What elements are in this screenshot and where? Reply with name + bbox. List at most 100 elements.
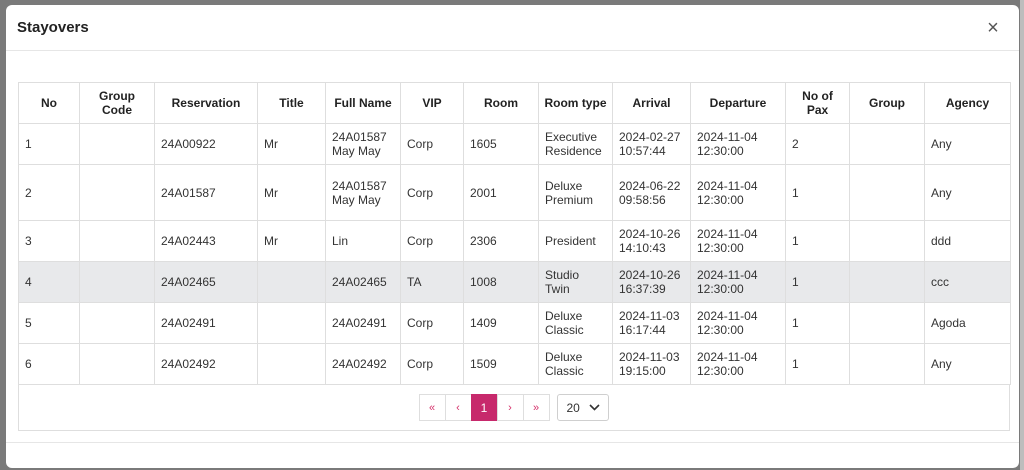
- table-cell: 5: [18, 302, 80, 344]
- table-cell: 2024-11-04 12:30:00: [690, 123, 786, 165]
- table-cell: 1: [785, 343, 850, 385]
- table-header: No Group Code Reservation Title Full Name VIP…: [18, 82, 1011, 124]
- table-cell: 24A01587 May May: [325, 123, 401, 165]
- table-cell: Any: [924, 164, 1011, 221]
- table-cell: 2024-10-26 14:10:43: [612, 220, 691, 262]
- next-page-button[interactable]: ›: [496, 394, 524, 421]
- table-cell: 2024-11-04 12:30:00: [690, 261, 786, 303]
- table-cell: 2024-11-03 16:17:44: [612, 302, 691, 344]
- table-cell: Lin: [325, 220, 401, 262]
- page-1-button[interactable]: 1: [470, 394, 498, 421]
- table-cell: 2024-11-04 12:30:00: [690, 220, 786, 262]
- table-cell: President: [538, 220, 613, 262]
- table-cell: 1: [785, 164, 850, 221]
- table-cell: 2306: [463, 220, 539, 262]
- table-cell: 1008: [463, 261, 539, 303]
- column-header: Group: [849, 82, 925, 124]
- close-icon[interactable]: ×: [987, 16, 999, 39]
- table-cell: 3: [18, 220, 80, 262]
- background-scrollbar: [1020, 0, 1024, 470]
- chevron-down-icon: [588, 404, 600, 411]
- table-cell: 1: [785, 220, 850, 262]
- table-cell: 2024-11-04 12:30:00: [690, 302, 786, 344]
- table-cell: [79, 302, 155, 344]
- table-cell: [257, 343, 326, 385]
- table-row[interactable]: 1 24A00922 Mr 24A01587 May May Corp 1605 Execu…: [18, 123, 1011, 165]
- table-cell: [79, 261, 155, 303]
- table-cell: Agoda: [924, 302, 1011, 344]
- table-cell: 2024-02-27 10:57:44: [612, 123, 691, 165]
- table-cell: ddd: [924, 220, 1011, 262]
- table-cell: 1409: [463, 302, 539, 344]
- stayovers-modal: Stayovers × No Group Code Reservation Title…: [6, 5, 1019, 468]
- column-header: Reservation: [154, 82, 258, 124]
- table-cell: [79, 220, 155, 262]
- column-header: Title: [257, 82, 326, 124]
- last-page-button[interactable]: »: [522, 394, 550, 421]
- column-header: Arrival: [612, 82, 691, 124]
- table-cell: 24A02492: [154, 343, 258, 385]
- table-cell: Mr: [257, 123, 326, 165]
- column-header: No: [18, 82, 80, 124]
- prev-page-button[interactable]: ‹: [444, 394, 472, 421]
- table-cell: 1509: [463, 343, 539, 385]
- table-cell: 6: [18, 343, 80, 385]
- table-cell: 2024-11-04 12:30:00: [690, 164, 786, 221]
- table-cell: Deluxe Classic: [538, 343, 613, 385]
- table-cell: 24A01587: [154, 164, 258, 221]
- table-cell: 2001: [463, 164, 539, 221]
- pagination: « ‹ 1 › »: [418, 394, 550, 421]
- table-cell: [849, 220, 925, 262]
- table-cell: 4: [18, 261, 80, 303]
- table-cell: [79, 164, 155, 221]
- table-cell: Deluxe Classic: [538, 302, 613, 344]
- table-cell: ccc: [924, 261, 1011, 303]
- table-cell: Executive Residence: [538, 123, 613, 165]
- table-cell: 24A02465: [154, 261, 258, 303]
- table-row[interactable]: 4 24A02465 24A02465 TA 1008 Studio Twin 2024-1…: [18, 261, 1011, 303]
- table-cell: 2: [18, 164, 80, 221]
- table-cell: 2024-06-22 09:58:56: [612, 164, 691, 221]
- table-cell: 2024-10-26 16:37:39: [612, 261, 691, 303]
- modal-body: No Group Code Reservation Title Full Name VIP…: [18, 82, 1011, 431]
- table-cell: 24A02491: [325, 302, 401, 344]
- table-cell: 1: [785, 261, 850, 303]
- column-header: No of Pax: [785, 82, 850, 124]
- table-cell: TA: [400, 261, 464, 303]
- table-cell: 24A01587 May May: [325, 164, 401, 221]
- pagination-bar: « ‹ 1 › » 20: [18, 385, 1010, 431]
- modal-title: Stayovers: [17, 19, 89, 36]
- table-cell: 2024-11-04 12:30:00: [690, 343, 786, 385]
- column-header: Full Name: [325, 82, 401, 124]
- column-header: Group Code: [79, 82, 155, 124]
- table-cell: [849, 164, 925, 221]
- table-cell: Corp: [400, 164, 464, 221]
- table-cell: 24A02492: [325, 343, 401, 385]
- table-cell: [257, 302, 326, 344]
- table-cell: Corp: [400, 123, 464, 165]
- column-header: Room: [463, 82, 539, 124]
- column-header: Departure: [690, 82, 786, 124]
- table-cell: [79, 343, 155, 385]
- page-size-select[interactable]: 20: [556, 394, 609, 421]
- table-cell: [849, 302, 925, 344]
- table-row[interactable]: 5 24A02491 24A02491 Corp 1409 Deluxe Classic 2…: [18, 302, 1011, 344]
- table-body: 1 24A00922 Mr 24A01587 May May Corp 1605 Execu…: [18, 123, 1011, 385]
- column-header: Room type: [538, 82, 613, 124]
- table-cell: Corp: [400, 343, 464, 385]
- table-cell: Deluxe Premium: [538, 164, 613, 221]
- table-cell: [849, 123, 925, 165]
- table-row[interactable]: 3 24A02443 Mr Lin Corp 2306 President 2024-10-2…: [18, 220, 1011, 262]
- column-header: Agency: [924, 82, 1011, 124]
- first-page-button[interactable]: «: [418, 394, 446, 421]
- table-cell: [257, 261, 326, 303]
- table-cell: 24A00922: [154, 123, 258, 165]
- table-cell: 2024-11-03 19:15:00: [612, 343, 691, 385]
- table-cell: [849, 343, 925, 385]
- table-cell: Any: [924, 123, 1011, 165]
- table-cell: Corp: [400, 302, 464, 344]
- table-cell: Mr: [257, 164, 326, 221]
- table-row[interactable]: 6 24A02492 24A02492 Corp 1509 Deluxe Classic 2…: [18, 343, 1011, 385]
- table-row[interactable]: 2 24A01587 Mr 24A01587 May May Corp 2001 Delux…: [18, 164, 1011, 221]
- table-cell: 24A02491: [154, 302, 258, 344]
